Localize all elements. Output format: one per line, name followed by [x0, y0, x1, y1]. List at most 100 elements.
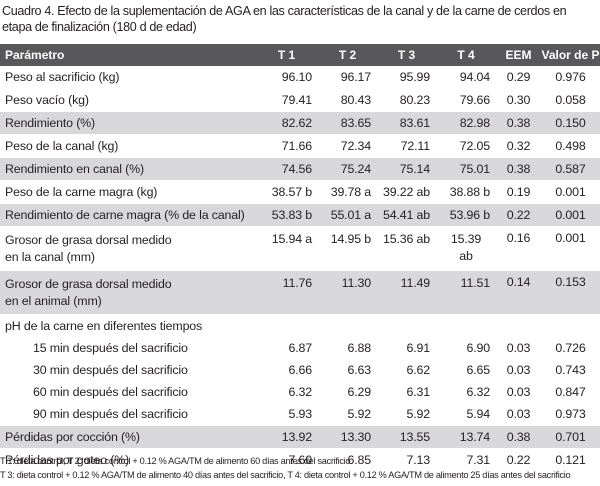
header-t2: T 2 [318, 44, 377, 66]
row-label: Peso al sacrificio (kg) [0, 66, 255, 89]
cell-p: 0.058 [541, 88, 600, 112]
table-row: Grosor de grasa dorsal medido en la cana… [0, 226, 600, 271]
cell-eem: 0.22 [506, 453, 531, 467]
table-row: Rendimiento de carne magra (% de la cana… [0, 203, 600, 227]
cell-eem: 0.29 [496, 66, 541, 89]
row-label-line2: en el animal (mm) [5, 293, 102, 308]
cell-t3: 95.99 [377, 66, 436, 89]
row-label-line1: Grosor de grasa dorsal medido [5, 232, 172, 247]
cell-t1: 71.66 [255, 134, 318, 158]
row-label-line1: Grosor de grasa dorsal medido [5, 276, 172, 291]
section-row: pH de la carne en diferentes tiempos [0, 315, 600, 338]
row-label: Rendimiento de carne magra (% de la cana… [0, 203, 255, 227]
cell-t3: 6.62 [406, 363, 430, 377]
cell-t4: 38.88 b [436, 180, 496, 204]
cell-t1: 82.62 [255, 111, 318, 135]
cell-t4: 13.74 [436, 425, 496, 449]
cell-t2: 14.95 b [318, 226, 377, 271]
table-row: Pérdidas por goteo (%) 7.60 6.85 7.13 7.… [0, 449, 600, 472]
table-row: Peso de la canal (kg) 71.66 72.34 72.11 … [0, 134, 600, 158]
cell-eem: 0.30 [496, 88, 541, 112]
header-eem: EEM [496, 44, 541, 66]
row-label: 90 min después del sacrificio [0, 403, 255, 426]
cell-t1: 79.41 [255, 88, 318, 112]
cell-t3: 6.31 [406, 385, 430, 399]
cell-t1: 6.32 [288, 385, 312, 399]
cell-p: 0.498 [541, 134, 600, 158]
cell-t2: 80.43 [318, 88, 377, 112]
header-valor-p: Valor de P [541, 44, 600, 66]
cell-p: 0.001 [541, 203, 600, 227]
row-label: Peso de la canal (kg) [0, 134, 255, 158]
cell-t1: 13.92 [255, 425, 318, 449]
cell-p: 0.973 [541, 403, 600, 426]
cell-t1: 15.94 a [255, 226, 318, 271]
cell-t2: 75.24 [318, 157, 377, 181]
footnote-1: T 1: dieta control, T 2: dieta control +… [0, 456, 351, 466]
cell-t4-line2: ab [459, 249, 473, 263]
cell-t3: 13.55 [377, 425, 436, 449]
cell-t2: 6.29 [347, 385, 371, 399]
row-label: 60 min después del sacrificio [33, 385, 188, 399]
cell-t3: 39.22 ab [377, 180, 436, 204]
cell-eem: 0.03 [506, 363, 531, 377]
cell-t3: 7.13 [406, 453, 430, 467]
header-t3: T 3 [377, 44, 436, 66]
cell-eem: 0.16 [496, 226, 541, 271]
cell-eem: 0.32 [496, 134, 541, 158]
cell-t4: 82.98 [436, 111, 496, 135]
cell-eem: 0.38 [496, 111, 541, 135]
table-row: Peso vacío (kg) 79.41 80.43 80.23 79.66 … [0, 88, 600, 112]
row-label: Grosor de grasa dorsal medido en la cana… [0, 226, 255, 271]
cell-t1: 7.60 [288, 453, 312, 467]
cell-t3: 11.49 [377, 270, 436, 315]
row-label: 30 min después del sacrificio [33, 363, 188, 377]
header-row: Parámetro T 1 T 2 T 3 T 4 EEM Valor de P [0, 44, 600, 66]
cell-p: 0.587 [541, 157, 600, 181]
table-row: 30 min después del sacrificio 6.66 6.63 … [0, 359, 600, 381]
cell-t2: 83.65 [318, 111, 377, 135]
cell-t3: 72.11 [377, 134, 436, 158]
table-row: Rendimiento en canal (%) 74.56 75.24 75.… [0, 157, 600, 181]
cell-t4: 15.39 ab [436, 226, 496, 271]
cell-p: 0.150 [541, 111, 600, 135]
cell-t1: 38.57 b [255, 180, 318, 204]
cell-t2: 6.88 [347, 341, 371, 355]
row-label: 15 min después del sacrificio [33, 341, 188, 355]
cell-t2: 96.17 [318, 66, 377, 89]
results-table: Parámetro T 1 T 2 T 3 T 4 EEM Valor de P… [0, 44, 600, 471]
cell-t4-line1: 15.39 [450, 232, 482, 246]
cell-t4: 75.01 [436, 157, 496, 181]
table-row: Pérdidas por cocción (%) 13.92 13.30 13.… [0, 425, 600, 449]
cell-t3: 75.14 [377, 157, 436, 181]
row-label: Grosor de grasa dorsal medido en el anim… [0, 270, 255, 315]
cell-t2: 72.34 [318, 134, 377, 158]
cell-t2: 6.63 [347, 363, 371, 377]
table-row: 60 min después del sacrificio 6.32 6.29 … [0, 381, 600, 403]
cell-t1: 11.76 [255, 270, 318, 315]
table-row: Peso al sacrificio (kg) 96.10 96.17 95.9… [0, 66, 600, 89]
row-label: Peso vacío (kg) [0, 88, 255, 112]
cell-p: 0.726 [555, 341, 586, 355]
cell-t2: 55.01 a [318, 203, 377, 227]
cell-eem: 0.22 [496, 203, 541, 227]
header-t4: T 4 [436, 44, 496, 66]
header-t1: T 1 [255, 44, 318, 66]
cell-t2: 13.30 [318, 425, 377, 449]
row-label: Peso de la carne magra (kg) [0, 180, 255, 204]
row-label: Pérdidas por cocción (%) [0, 425, 255, 449]
cell-eem: 0.19 [496, 180, 541, 204]
cell-eem: 0.03 [506, 341, 531, 355]
cell-p: 0.701 [541, 425, 600, 449]
cell-p: 0.976 [541, 66, 600, 89]
cell-t4: 7.31 [466, 453, 490, 467]
cell-t1: 74.56 [255, 157, 318, 181]
cell-t3: 54.41 ab [377, 203, 436, 227]
cell-t2: 11.30 [318, 270, 377, 315]
cell-t3: 15.36 ab [377, 226, 436, 271]
cell-t1: 5.93 [255, 403, 318, 426]
cell-t3: 5.92 [377, 403, 436, 426]
table-row: Peso de la carne magra (kg) 38.57 b 39.7… [0, 180, 600, 204]
cell-p: 0.001 [541, 180, 600, 204]
